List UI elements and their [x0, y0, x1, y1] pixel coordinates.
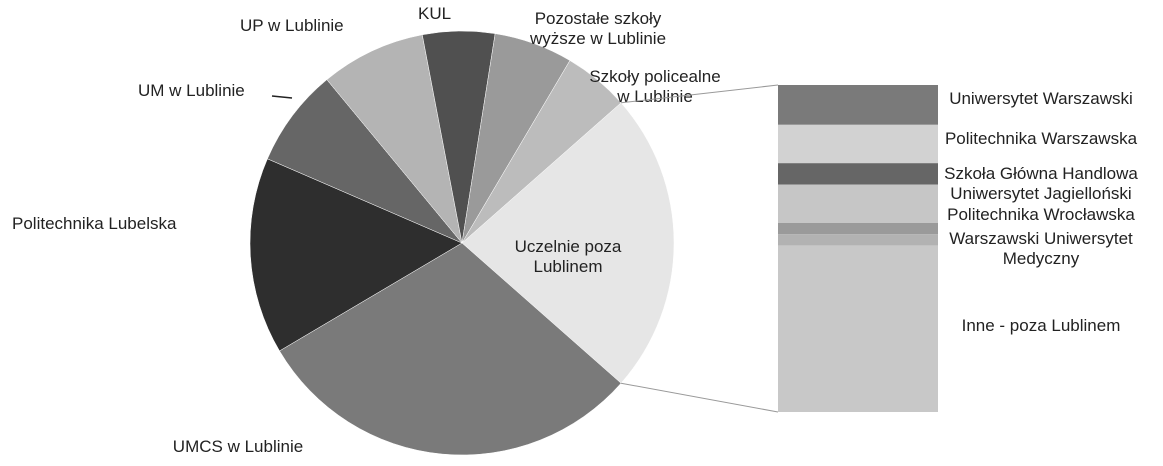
- slice-label: KUL: [418, 4, 451, 23]
- bar-segment: [778, 234, 938, 246]
- leader-line: [271, 95, 293, 99]
- bar-label: Warszawski Uniwersytet Medyczny: [949, 229, 1133, 268]
- bar-segment: [778, 222, 938, 235]
- bar-segment: [778, 245, 938, 412]
- bar-label: Uniwersytet Warszawski: [949, 89, 1133, 108]
- connector: [620, 382, 779, 413]
- bar-label: Szkoła Główna Handlowa: [944, 164, 1138, 183]
- slice-label: Politechnika Lubelska: [12, 214, 177, 233]
- bar-label: Uniwersytet Jagielloński: [950, 184, 1131, 203]
- pie-slice: [461, 102, 675, 384]
- pie-slice: [326, 34, 463, 244]
- bar-label: Inne - poza Lublinem: [962, 316, 1121, 335]
- bar-label: Politechnika Warszawska: [945, 129, 1138, 148]
- bar-segment: [778, 124, 938, 164]
- pie-slice: [249, 158, 463, 352]
- slice-label: Pozostałe szkoły wyższe w Lublinie: [529, 9, 666, 48]
- slice-label: UMCS w Lublinie: [173, 437, 303, 456]
- bar-segment: [778, 85, 938, 125]
- slice-label: Szkoły policealne w Lublinie: [589, 67, 720, 106]
- pie-slice: [279, 242, 622, 456]
- pie-slice: [461, 60, 622, 244]
- connector: [620, 84, 779, 104]
- pie-slice: [267, 79, 463, 244]
- slice-label: UM w Lublinie: [138, 81, 245, 100]
- slice-label: Uczelnie poza Lublinem: [515, 237, 622, 276]
- bar-segment: [778, 163, 938, 185]
- bar-segment: [778, 184, 938, 223]
- bar-label: Politechnika Wrocławska: [947, 205, 1135, 224]
- slice-label: UP w Lublinie: [240, 16, 344, 35]
